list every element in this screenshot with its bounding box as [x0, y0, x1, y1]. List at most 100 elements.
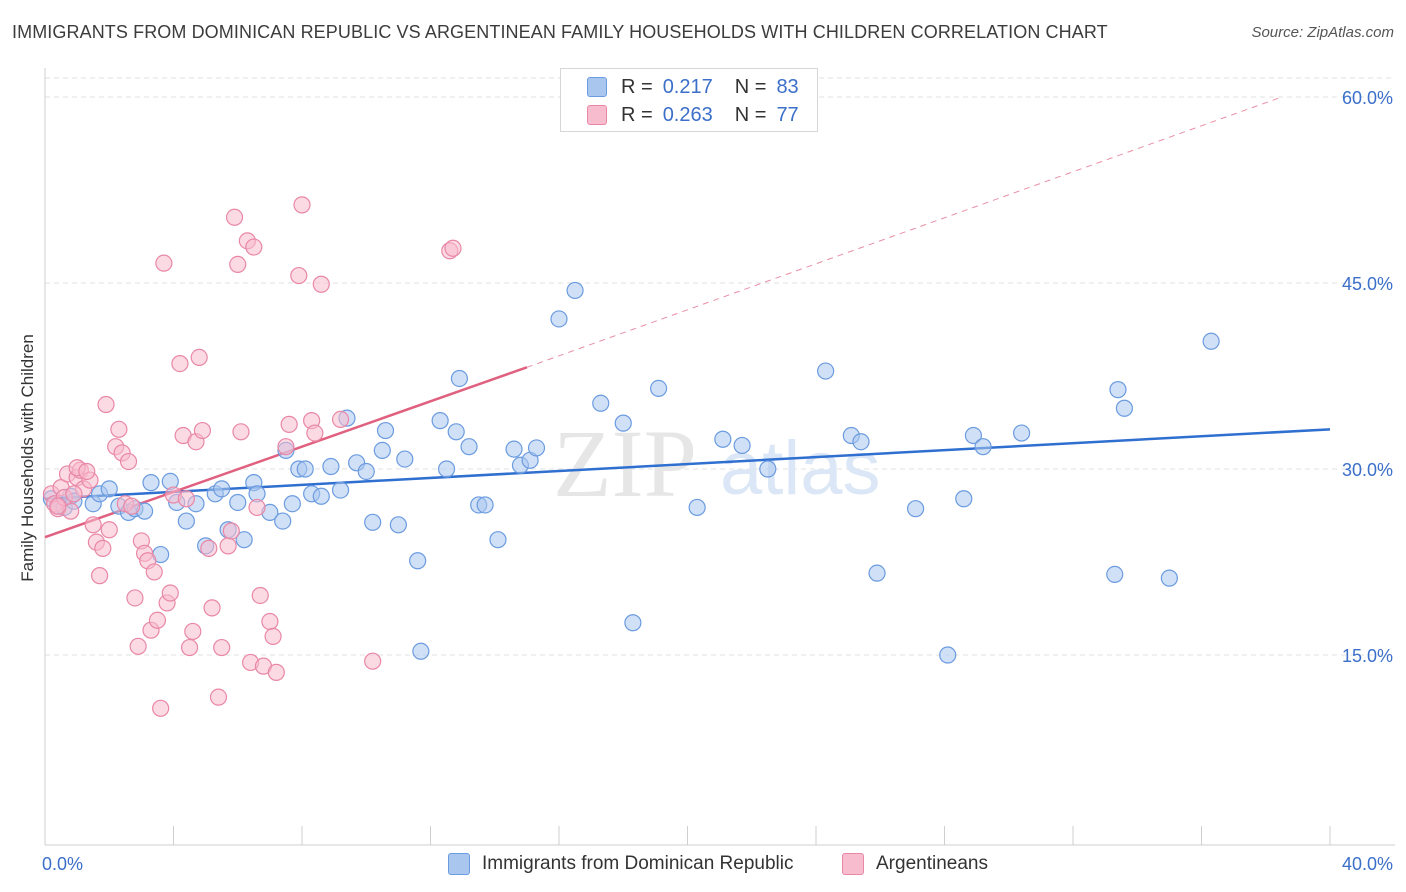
- data-point: [91, 567, 109, 585]
- y-tick-label: 45.0%: [1342, 274, 1393, 294]
- data-point: [280, 415, 298, 433]
- data-point: [312, 487, 330, 505]
- bottom-legend-label-argentinean: Argentineans: [876, 853, 988, 874]
- data-point: [1109, 381, 1127, 399]
- legend-r-value: 0.263: [662, 103, 713, 126]
- data-point: [431, 412, 449, 430]
- data-point: [389, 516, 407, 534]
- data-point: [364, 652, 382, 670]
- data-point: [49, 497, 67, 515]
- x-tick-label: 0.0%: [42, 854, 83, 874]
- data-point: [450, 369, 469, 388]
- gridlines: [45, 77, 1395, 656]
- data-point: [1115, 399, 1134, 417]
- data-point: [906, 500, 925, 518]
- data-point: [193, 421, 212, 440]
- data-point: [229, 493, 247, 512]
- data-point: [261, 612, 279, 631]
- data-point: [78, 462, 96, 481]
- data-point: [235, 531, 253, 549]
- data-point: [283, 495, 301, 513]
- data-point: [296, 460, 314, 478]
- data-point: [171, 355, 189, 373]
- data-point: [177, 512, 195, 530]
- data-point: [964, 426, 983, 445]
- data-point: [688, 498, 706, 517]
- bottom-legend-swatch-dominican: [448, 853, 470, 875]
- legend-swatch-dominican: [587, 77, 607, 97]
- data-point: [373, 441, 391, 459]
- data-point: [733, 436, 751, 455]
- data-point: [155, 254, 173, 272]
- data-point: [251, 586, 269, 605]
- bottom-legend-dominican: Immigrants from Dominican Republic: [448, 852, 794, 876]
- data-point: [161, 584, 179, 602]
- data-point: [1202, 332, 1220, 350]
- data-point: [505, 440, 523, 458]
- y-tick-label: 60.0%: [1342, 88, 1393, 108]
- legend-row-dominican: R = 0.217 N = 83: [587, 73, 799, 101]
- data-point: [97, 395, 115, 414]
- data-point: [409, 552, 427, 570]
- data-point: [614, 414, 632, 432]
- legend-n-value: 77: [776, 103, 799, 126]
- data-point: [293, 196, 311, 214]
- data-point: [649, 379, 668, 397]
- data-point: [312, 275, 330, 293]
- data-point: [447, 423, 465, 441]
- y-tick-label: 15.0%: [1342, 646, 1393, 666]
- y-tick-label: 30.0%: [1342, 460, 1393, 480]
- axes: [44, 68, 1395, 846]
- data-point: [592, 394, 610, 412]
- data-point: [213, 638, 231, 657]
- data-point: [364, 513, 382, 531]
- data-point: [177, 490, 195, 508]
- data-point: [412, 642, 430, 660]
- data-point: [1160, 569, 1178, 587]
- data-point: [94, 539, 112, 557]
- data-point: [100, 521, 118, 539]
- data-point: [229, 255, 247, 273]
- data-point: [476, 496, 494, 514]
- data-point: [331, 481, 350, 499]
- data-point: [190, 348, 208, 366]
- data-point: [119, 452, 138, 471]
- data-point: [1012, 424, 1031, 442]
- data-point: [550, 310, 568, 328]
- data-point: [203, 599, 221, 617]
- correlation-legend: R = 0.217 N = 83 R = 0.263 N = 77: [560, 68, 818, 132]
- x-tick-label: 40.0%: [1342, 854, 1393, 874]
- data-point: [245, 238, 263, 256]
- data-point: [264, 627, 282, 646]
- data-point: [955, 490, 973, 508]
- data-point: [1106, 565, 1124, 584]
- trend-line-extension: [526, 96, 1282, 368]
- data-point: [277, 438, 295, 456]
- data-point: [939, 646, 957, 664]
- data-point: [274, 512, 292, 530]
- legend-n-label: N =: [734, 75, 767, 98]
- data-point: [65, 485, 83, 503]
- data-point: [225, 208, 244, 226]
- data-point: [219, 537, 237, 555]
- data-point: [566, 281, 584, 300]
- legend-n-label: N =: [734, 103, 767, 126]
- data-point: [624, 614, 642, 632]
- data-point: [184, 622, 202, 641]
- data-point: [200, 539, 218, 557]
- legend-n-value: 83: [776, 75, 799, 98]
- data-point: [209, 688, 228, 706]
- data-point: [817, 362, 835, 380]
- chart-title: IMMIGRANTS FROM DOMINICAN REPUBLIC VS AR…: [12, 22, 1108, 42]
- data-point: [376, 421, 395, 440]
- data-point: [489, 531, 507, 549]
- data-point: [437, 460, 456, 478]
- data-point: [357, 462, 375, 481]
- legend-r-label: R =: [621, 75, 653, 98]
- data-point: [148, 611, 167, 629]
- data-point: [974, 438, 992, 456]
- legend-swatch-argentinean: [587, 105, 607, 125]
- data-point: [152, 699, 170, 717]
- bottom-legend-label-dominican: Immigrants from Dominican Republic: [482, 853, 794, 874]
